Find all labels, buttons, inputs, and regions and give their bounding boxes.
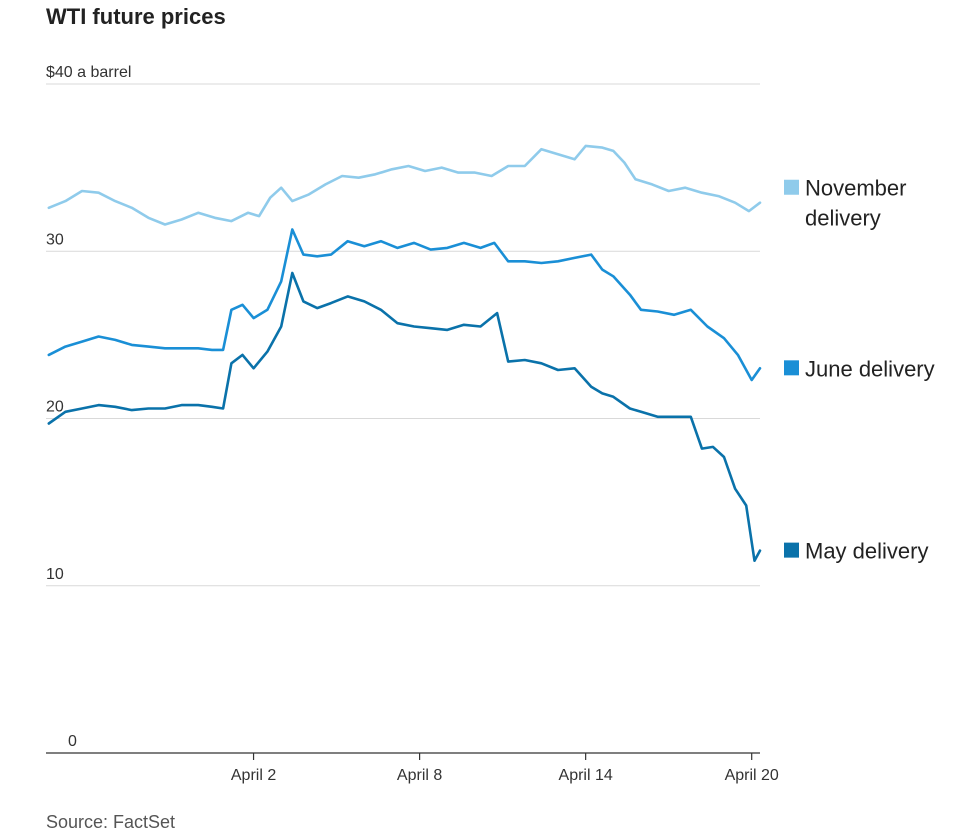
legend-label: November [805,176,906,201]
y-tick-label: 0 [68,733,77,750]
y-tick-label: 10 [46,566,64,583]
series-line-june-delivery [47,228,762,382]
legend-swatch [784,542,799,558]
x-tick-label: April 14 [559,767,613,784]
legend: November delivery June delivery May deliver… [784,176,935,564]
y-tick-label: 30 [46,231,64,248]
x-tick-label: April 8 [397,767,442,784]
x-axis: April 2 April 8 April 14 April 20 [46,752,779,784]
x-tick-label: April 20 [725,767,779,784]
series-line-may-delivery [47,271,762,562]
legend-label: June delivery [805,356,935,381]
legend-label: delivery [805,206,881,231]
legend-label: May delivery [805,539,928,564]
y-tick-label: 20 [46,399,64,416]
gridlines [46,83,760,587]
x-tick-label: April 2 [231,767,276,784]
legend-swatch [784,360,799,376]
series-line-november-delivery [47,144,762,226]
chart-title: WTI future prices [46,4,226,29]
legend-swatch [784,179,799,195]
y-axis: $40 a barrel 30 20 10 0 [46,64,131,750]
series-lines [47,144,762,562]
y-tick-label: $40 a barrel [46,64,131,81]
source-note: Source: FactSet [46,812,176,832]
